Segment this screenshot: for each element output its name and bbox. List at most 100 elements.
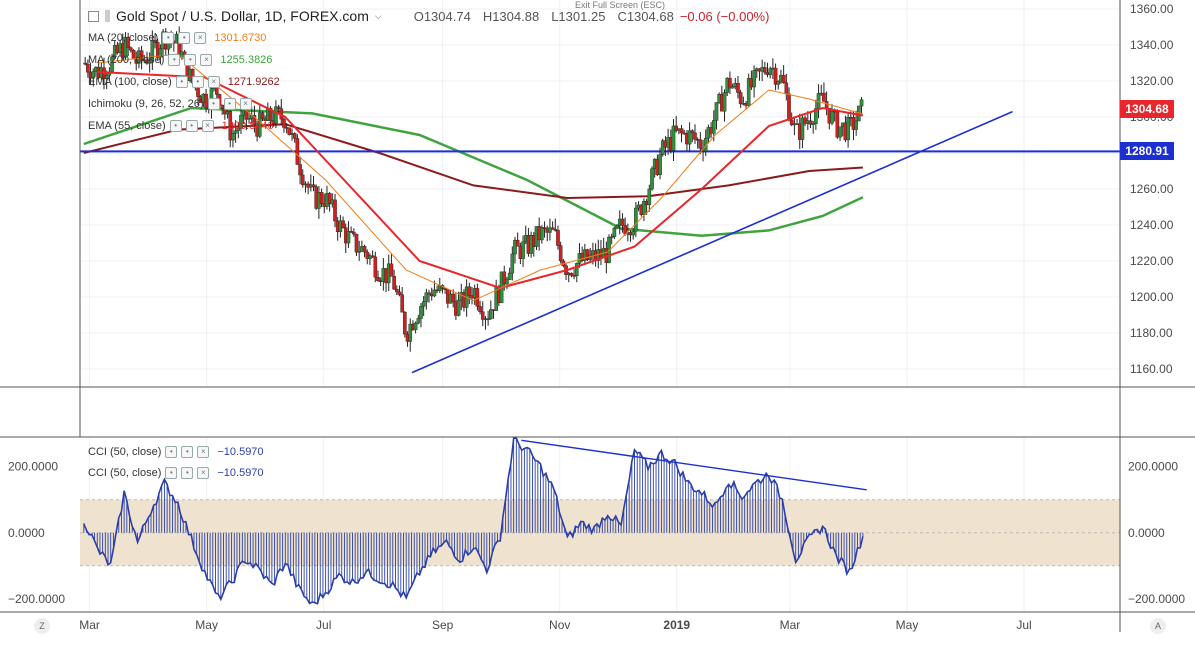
candle-body [408, 323, 413, 342]
candle-body [650, 168, 654, 190]
candle-body [824, 101, 829, 109]
price-tick-label: 1180.00 [1130, 326, 1173, 340]
support-level-badge: 1280.91 [1120, 142, 1174, 161]
candle-body [728, 77, 732, 89]
candle-body [158, 48, 163, 58]
candle-body [282, 118, 286, 128]
settings-icon[interactable]: • [185, 120, 198, 132]
candle-body [679, 128, 684, 134]
ema100-path [83, 123, 863, 200]
close-icon[interactable]: × [194, 32, 207, 44]
candle-body [319, 192, 324, 204]
candle-body [776, 81, 781, 85]
candle-body [556, 230, 560, 246]
close-icon[interactable]: × [197, 467, 210, 479]
indicator-legend-row[interactable]: EMA (100, close) • • × 1271.9262 [88, 76, 280, 88]
cci-tick-label-left: −200.0000 [8, 592, 65, 606]
candle-body [424, 292, 429, 302]
settings-icon[interactable]: • [223, 98, 236, 110]
candle-body [421, 301, 426, 307]
settings-icon[interactable]: • [181, 446, 194, 458]
chevron-down-icon[interactable]: ⌵ [374, 10, 382, 21]
indicator-legend-row[interactable]: Ichimoku (9, 26, 52, 26) • • × [88, 98, 260, 110]
axes [0, 0, 1195, 632]
candle-body [276, 106, 281, 109]
collapse-icon[interactable] [88, 10, 99, 22]
candle-body [553, 229, 558, 231]
close-icon[interactable]: × [197, 446, 210, 458]
indicator-legend-row[interactable]: MA (20, close) • • × 1301.6730 [88, 32, 266, 44]
candle-body [489, 309, 493, 320]
exit-fullscreen-hint[interactable]: Exit Full Screen (ESC) [575, 0, 666, 10]
time-tick-label: Mar [79, 618, 100, 632]
candle-body [612, 227, 617, 237]
candle-body [475, 288, 480, 307]
eye-icon[interactable]: • [207, 98, 220, 110]
candle-body [647, 188, 652, 205]
eye-icon[interactable]: • [162, 32, 175, 44]
settings-icon[interactable]: • [181, 467, 194, 479]
candle-body [153, 40, 157, 43]
candle-body [247, 118, 251, 120]
candle-body [416, 318, 421, 324]
candle-body [231, 133, 235, 141]
candle-body [370, 255, 375, 258]
indicator-label: Ichimoku (9, 26, 52, 26) [88, 98, 204, 110]
indicator-label: MA (200, close) [88, 54, 165, 66]
indicator-label: MA (20, close) [88, 32, 159, 44]
cci-line [83, 437, 864, 605]
eye-icon[interactable]: • [169, 120, 182, 132]
candle-body [274, 106, 278, 124]
symbol-header: Gold Spot / U.S. Dollar, 1D, FOREX.com ⌵… [88, 8, 769, 24]
candle-body [846, 116, 850, 141]
auto-scale-icon[interactable]: A [1150, 618, 1166, 634]
settings-icon[interactable]: • [178, 32, 191, 44]
eye-icon[interactable]: • [165, 446, 178, 458]
close-icon[interactable]: × [239, 98, 252, 110]
candle-body [239, 114, 243, 129]
candle-body [698, 139, 703, 149]
close-icon[interactable]: × [201, 120, 214, 132]
time-tick-label: Mar [780, 618, 801, 632]
candle-body [480, 311, 485, 320]
indicator-legend-row[interactable]: CCI (50, close) • • × −10.5970 [88, 467, 264, 479]
eye-icon[interactable]: • [168, 54, 181, 66]
candle-body [349, 231, 353, 233]
settings-icon[interactable]: • [184, 54, 197, 66]
time-tick-label: Sep [432, 618, 454, 632]
candle-body [502, 271, 507, 285]
candle-body [467, 286, 472, 296]
candle-body [104, 75, 109, 80]
indicator-label: CCI (50, close) [88, 446, 162, 458]
ema100-line [83, 123, 863, 200]
close-icon[interactable]: × [200, 54, 213, 66]
candle-body [693, 132, 697, 140]
symbol-title[interactable]: Gold Spot / U.S. Dollar, 1D, FOREX.com [116, 8, 369, 24]
trendline[interactable] [411, 110, 1013, 374]
candle-body [257, 112, 262, 137]
candle-body [150, 40, 155, 61]
candle-body [746, 78, 751, 106]
candle-body [311, 184, 316, 187]
candle-body [620, 218, 625, 226]
indicator-legend-row[interactable]: EMA (55, close) • • × 1300.8446 [88, 120, 274, 132]
settings-icon[interactable]: • [191, 76, 204, 88]
zoom-icon[interactable]: Z [34, 618, 50, 634]
candle-body [196, 86, 200, 97]
candle-body [609, 236, 614, 238]
candle-body [346, 231, 351, 244]
indicator-legend-row[interactable]: MA (200, close) • • × 1255.3826 [88, 54, 272, 66]
candle-body [86, 63, 90, 73]
candle-body [763, 67, 767, 73]
candle-body [658, 154, 662, 175]
eye-icon[interactable]: • [165, 467, 178, 479]
close-icon[interactable]: × [207, 76, 220, 88]
candle-body [631, 231, 635, 236]
indicator-legend-row[interactable]: CCI (50, close) • • × −10.5970 [88, 446, 264, 458]
eye-icon[interactable]: • [175, 76, 188, 88]
candle-body [714, 102, 719, 121]
candle-body [233, 130, 238, 134]
candle-body [572, 275, 576, 277]
candle-body [365, 251, 370, 259]
